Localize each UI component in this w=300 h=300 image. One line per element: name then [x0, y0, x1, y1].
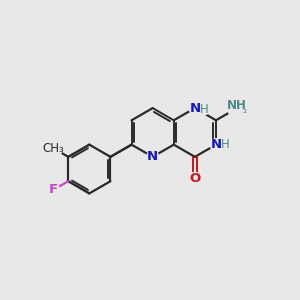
Text: ₂: ₂	[242, 105, 247, 115]
Text: NH: NH	[227, 99, 247, 112]
Circle shape	[210, 139, 222, 151]
Text: N: N	[189, 102, 200, 115]
Circle shape	[47, 184, 59, 196]
Circle shape	[189, 102, 201, 114]
Text: CH₃: CH₃	[43, 142, 64, 155]
Circle shape	[147, 151, 159, 163]
Circle shape	[220, 140, 231, 150]
Circle shape	[189, 172, 201, 184]
Circle shape	[45, 140, 62, 157]
Text: O: O	[189, 172, 200, 185]
Text: F: F	[49, 183, 58, 196]
Text: H: H	[221, 138, 230, 151]
Circle shape	[199, 104, 209, 115]
Text: N: N	[210, 138, 222, 151]
Text: H: H	[200, 103, 209, 116]
Text: N: N	[147, 150, 158, 163]
Circle shape	[228, 99, 247, 118]
